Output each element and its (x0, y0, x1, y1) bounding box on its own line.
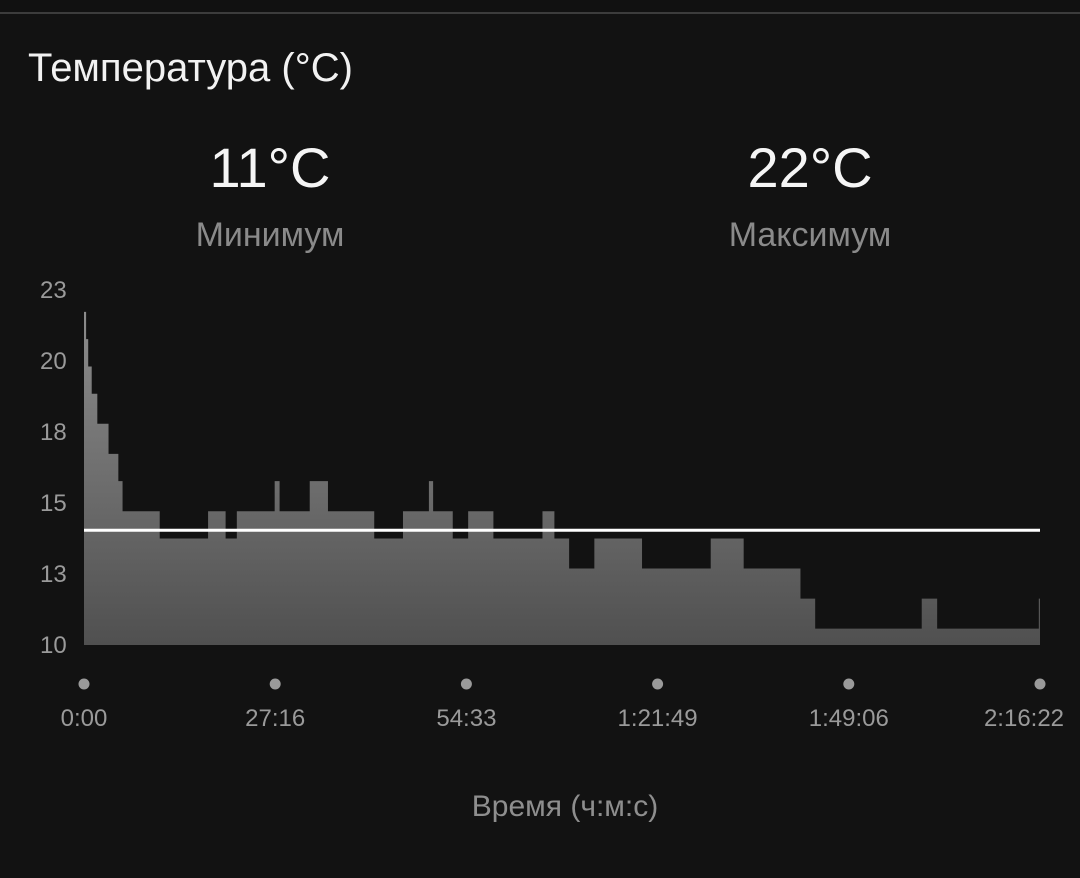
x-tick-label: 1:21:49 (618, 705, 698, 732)
y-tick-label: 13 (40, 561, 67, 588)
x-tick-dot (460, 678, 472, 690)
card-title: Температура (°C) (28, 46, 353, 90)
temperature-area (84, 311, 1040, 645)
x-tick-dot (78, 678, 90, 690)
x-tick-label: 0:00 (61, 705, 108, 732)
max-label: Максимум (728, 216, 892, 254)
min-stat: 11°C Минимум (120, 140, 420, 255)
x-tick-dot (843, 678, 855, 690)
x-tick-label: 1:49:06 (809, 705, 889, 732)
x-tick-label: 27:16 (245, 705, 305, 732)
min-value: 11°C (209, 136, 331, 199)
y-tick-label: 18 (40, 419, 67, 446)
y-tick-label: 20 (40, 348, 67, 375)
max-value: 22°C (747, 136, 873, 199)
x-tick-dot (652, 678, 664, 690)
y-tick-label: 23 (40, 277, 67, 304)
top-divider (0, 0, 1080, 14)
max-stat: 22°C Максимум (660, 140, 960, 255)
y-tick-label: 10 (40, 632, 67, 659)
y-tick-label: 15 (40, 490, 67, 517)
x-tick-label: 2:16:22 (984, 705, 1064, 732)
x-tick-label: 54:33 (436, 705, 496, 732)
x-tick-dot (269, 678, 281, 690)
min-label: Минимум (195, 216, 345, 254)
x-axis-label: Время (ч:м:с) (471, 790, 659, 823)
x-tick-dot (1034, 678, 1046, 690)
